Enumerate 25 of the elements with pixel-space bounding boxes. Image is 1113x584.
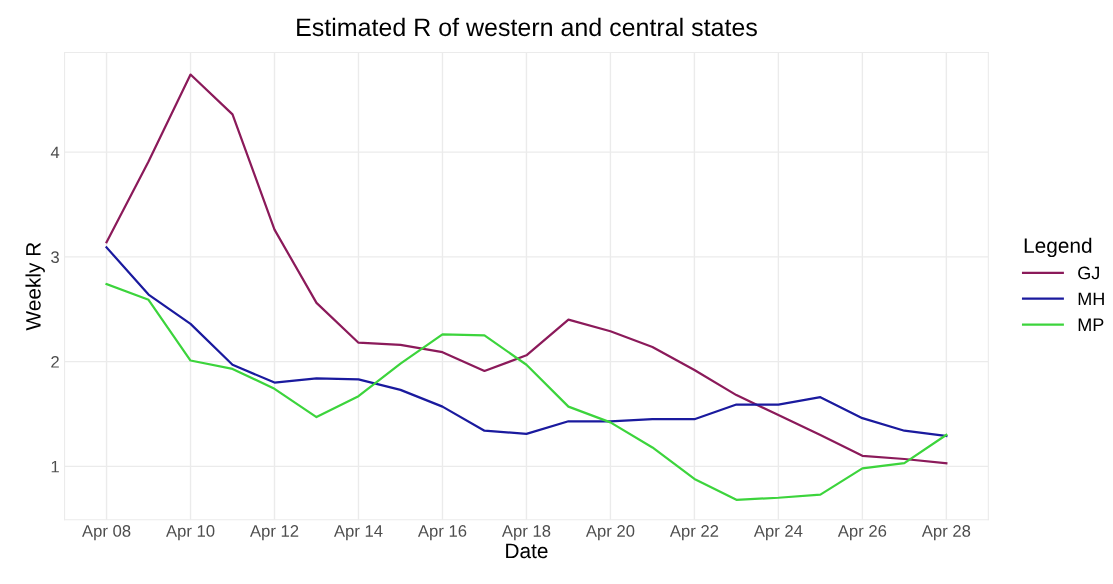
y-tick-label: 4 (50, 146, 60, 159)
x-tick-label: Apr 12 (249, 525, 299, 541)
legend-label: MH (1078, 292, 1104, 306)
chart-title: Estimated R of western and central states (297, 17, 757, 37)
x-axis-title: Date (506, 543, 548, 559)
x-tick-label: Apr 14 (333, 525, 383, 541)
y-tick-label: 2 (51, 355, 59, 368)
x-tick-label: Apr 26 (837, 525, 887, 541)
x-tick-label: Apr 20 (585, 525, 635, 541)
x-tick-label: Apr 16 (417, 525, 467, 541)
x-tick-label: Apr 08 (82, 525, 131, 541)
legend-label: MP (1078, 318, 1104, 331)
x-tick-label: Apr 28 (921, 525, 971, 541)
y-tick-label: 3 (51, 251, 59, 264)
y-tick-label: 1 (51, 460, 59, 473)
x-tick-label: Apr 18 (501, 525, 551, 541)
line-series (105, 246, 948, 438)
legend-title: Legend (1024, 237, 1092, 258)
x-tick-label: Apr 10 (166, 525, 215, 541)
line-series (105, 73, 948, 465)
x-tick-label: Apr 22 (669, 525, 719, 541)
legend-label: GJ (1078, 266, 1099, 280)
x-tick-label: Apr 24 (753, 525, 803, 541)
y-axis-title: Weekly R (25, 242, 45, 331)
line-series (105, 282, 948, 501)
